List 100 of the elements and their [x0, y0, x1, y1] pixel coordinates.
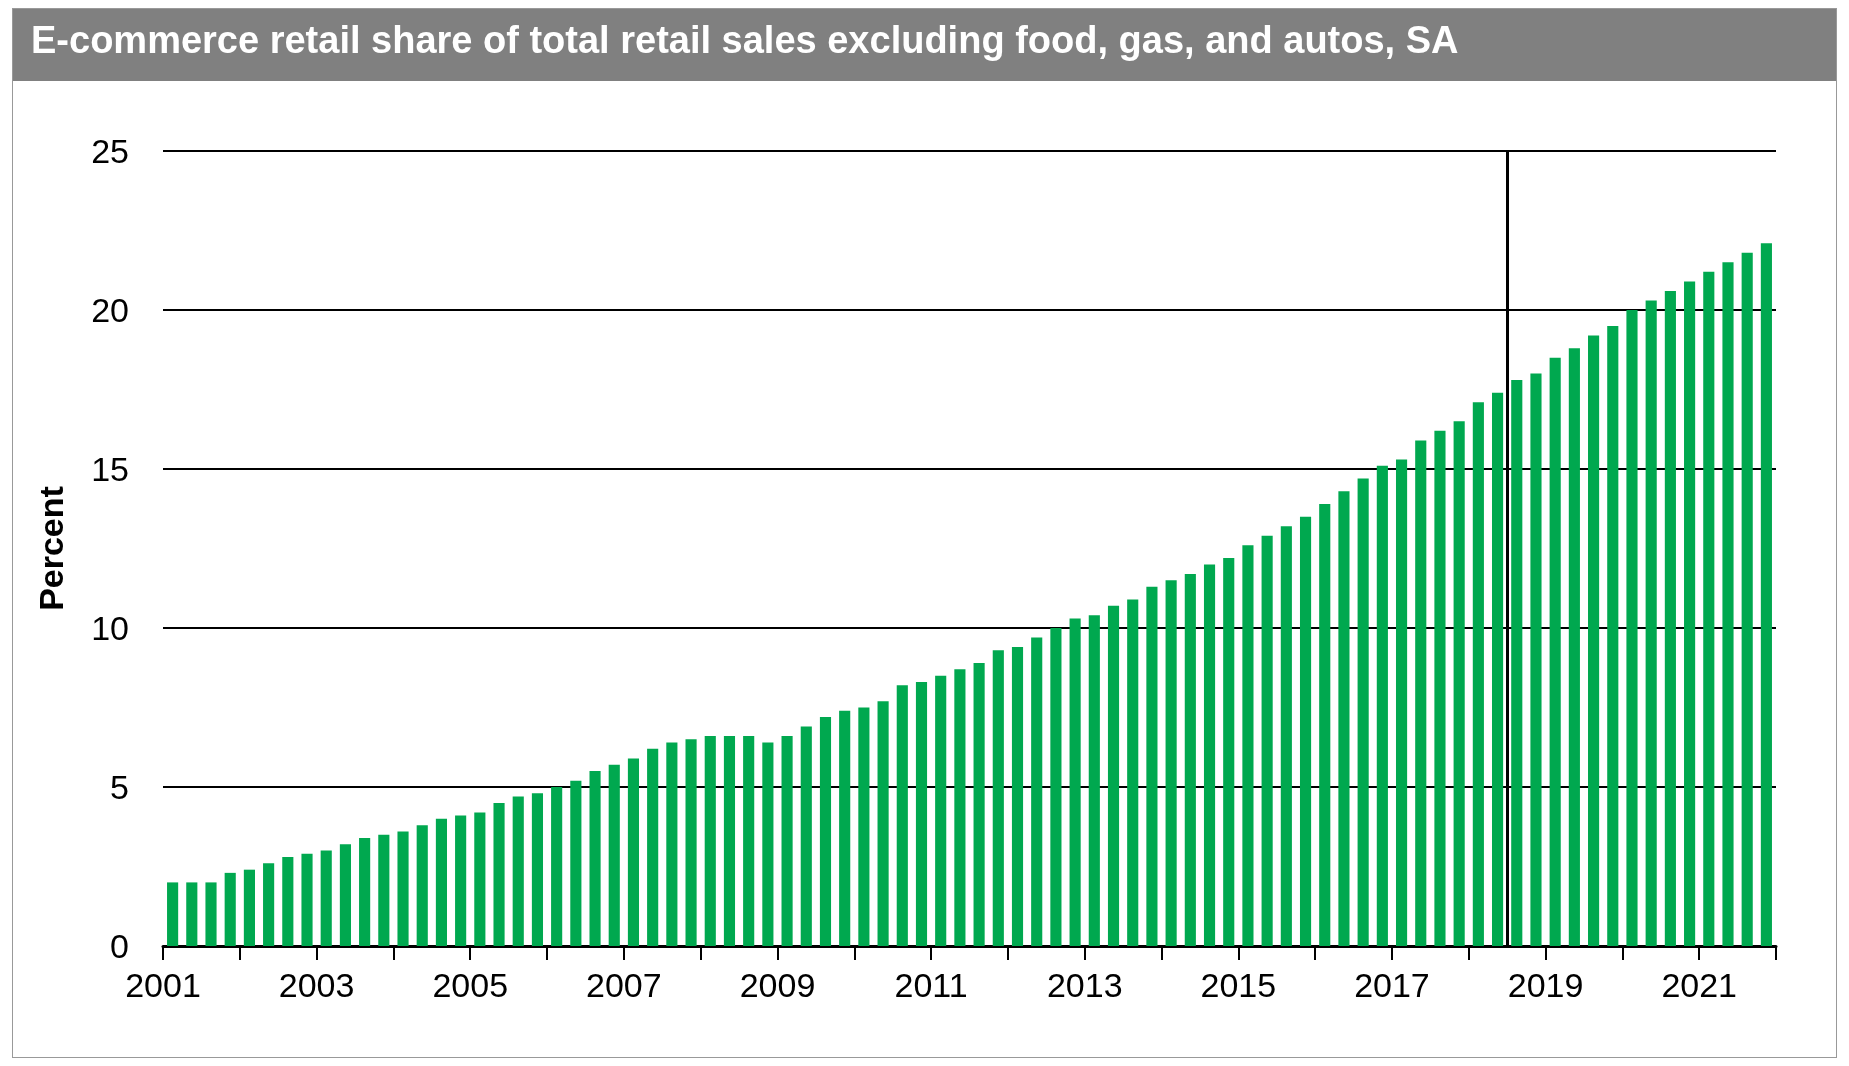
- bar: [723, 736, 736, 946]
- bar: [1511, 379, 1523, 946]
- bar: [781, 736, 793, 946]
- bar: [800, 726, 812, 946]
- bar: [455, 815, 467, 946]
- bar: [1376, 465, 1388, 946]
- bar: [1184, 573, 1196, 946]
- bar: [992, 650, 1004, 946]
- bar: [282, 856, 294, 946]
- bar: [1415, 440, 1427, 946]
- bar: [1607, 325, 1619, 946]
- bar: [1741, 252, 1753, 946]
- bar: [1453, 421, 1465, 946]
- bar: [1069, 618, 1081, 946]
- x-tick-label: 2013: [1046, 966, 1123, 1004]
- x-tick-label: 2015: [1200, 966, 1277, 1004]
- bar: [1549, 357, 1561, 946]
- bar: [1107, 605, 1120, 946]
- x-tick-label: 2007: [586, 966, 662, 1004]
- bar: [1261, 535, 1273, 946]
- bar: [1338, 491, 1350, 946]
- bar: [1127, 599, 1139, 946]
- bar: [762, 742, 774, 946]
- bar: [167, 882, 179, 946]
- bar: [1530, 373, 1542, 946]
- bar: [243, 869, 255, 946]
- y-tick-label: 5: [110, 768, 129, 806]
- bar: [1626, 310, 1638, 946]
- bar: [819, 717, 832, 946]
- bar: [512, 796, 524, 946]
- bar: [339, 844, 351, 946]
- bar: [1588, 335, 1600, 946]
- bar: [1395, 459, 1408, 946]
- bar: [1319, 503, 1331, 946]
- bar: [954, 669, 966, 946]
- bar: [704, 736, 716, 946]
- bar: [1722, 262, 1734, 946]
- bar: [877, 701, 889, 946]
- bar: [627, 758, 640, 946]
- bar: [1299, 516, 1312, 946]
- bar: [1242, 545, 1254, 946]
- bar: [186, 882, 198, 946]
- bar: [531, 793, 544, 946]
- bar: [378, 834, 390, 946]
- bar: [1050, 628, 1062, 946]
- bar: [1280, 526, 1292, 946]
- bar: [359, 837, 371, 946]
- bar: [205, 882, 217, 946]
- bar: [1703, 271, 1715, 946]
- y-tick-label: 20: [91, 291, 129, 329]
- bar: [1434, 430, 1446, 946]
- bar: [570, 780, 582, 946]
- bar: [224, 872, 236, 946]
- bar: [666, 742, 678, 946]
- bar: [1146, 586, 1158, 946]
- bar: [1031, 637, 1043, 946]
- x-tick-label: 2001: [125, 966, 201, 1004]
- x-tick-label: 2017: [1354, 966, 1430, 1004]
- bar: [973, 662, 985, 946]
- bar: [743, 736, 755, 946]
- bar: [935, 675, 947, 946]
- bar: [416, 825, 428, 946]
- chart-title: E-commerce retail share of total retail sales excluding food, gas, and autos, SA: [13, 9, 1836, 81]
- x-tick-label: 2011: [894, 966, 968, 1004]
- x-tick-label: 2005: [432, 966, 509, 1004]
- x-tick-label: 2019: [1507, 966, 1584, 1004]
- bar: [1357, 478, 1369, 946]
- bar: [1011, 647, 1024, 946]
- bar: [397, 831, 409, 946]
- bar: [435, 818, 447, 946]
- bar: [320, 850, 332, 946]
- bar: [1664, 290, 1676, 946]
- y-tick-label: 15: [91, 450, 129, 488]
- bar: [858, 707, 870, 946]
- bar: [551, 787, 563, 946]
- bar: [301, 853, 313, 946]
- bar: [647, 748, 659, 946]
- bar: [896, 685, 908, 946]
- bar: [589, 771, 601, 946]
- bar: [608, 764, 620, 946]
- bar: [493, 802, 505, 946]
- bar: [1568, 348, 1580, 946]
- bar: [1645, 300, 1657, 946]
- bar: [915, 682, 928, 946]
- bar: [1203, 564, 1216, 946]
- y-tick-label: 0: [110, 927, 129, 965]
- bar: [685, 739, 697, 946]
- bar: [1492, 392, 1504, 946]
- bar: [1223, 558, 1235, 946]
- bar: [1760, 243, 1772, 946]
- bar: [1088, 615, 1100, 946]
- bar: [1165, 580, 1177, 946]
- bar: [263, 863, 275, 946]
- bar: [1472, 402, 1484, 946]
- y-tick-label: 25: [91, 132, 129, 170]
- y-axis-title: Percent: [32, 486, 70, 611]
- x-tick-label: 2003: [278, 966, 355, 1004]
- bar: [839, 710, 851, 946]
- bar: [1684, 281, 1696, 946]
- bar: [474, 812, 486, 946]
